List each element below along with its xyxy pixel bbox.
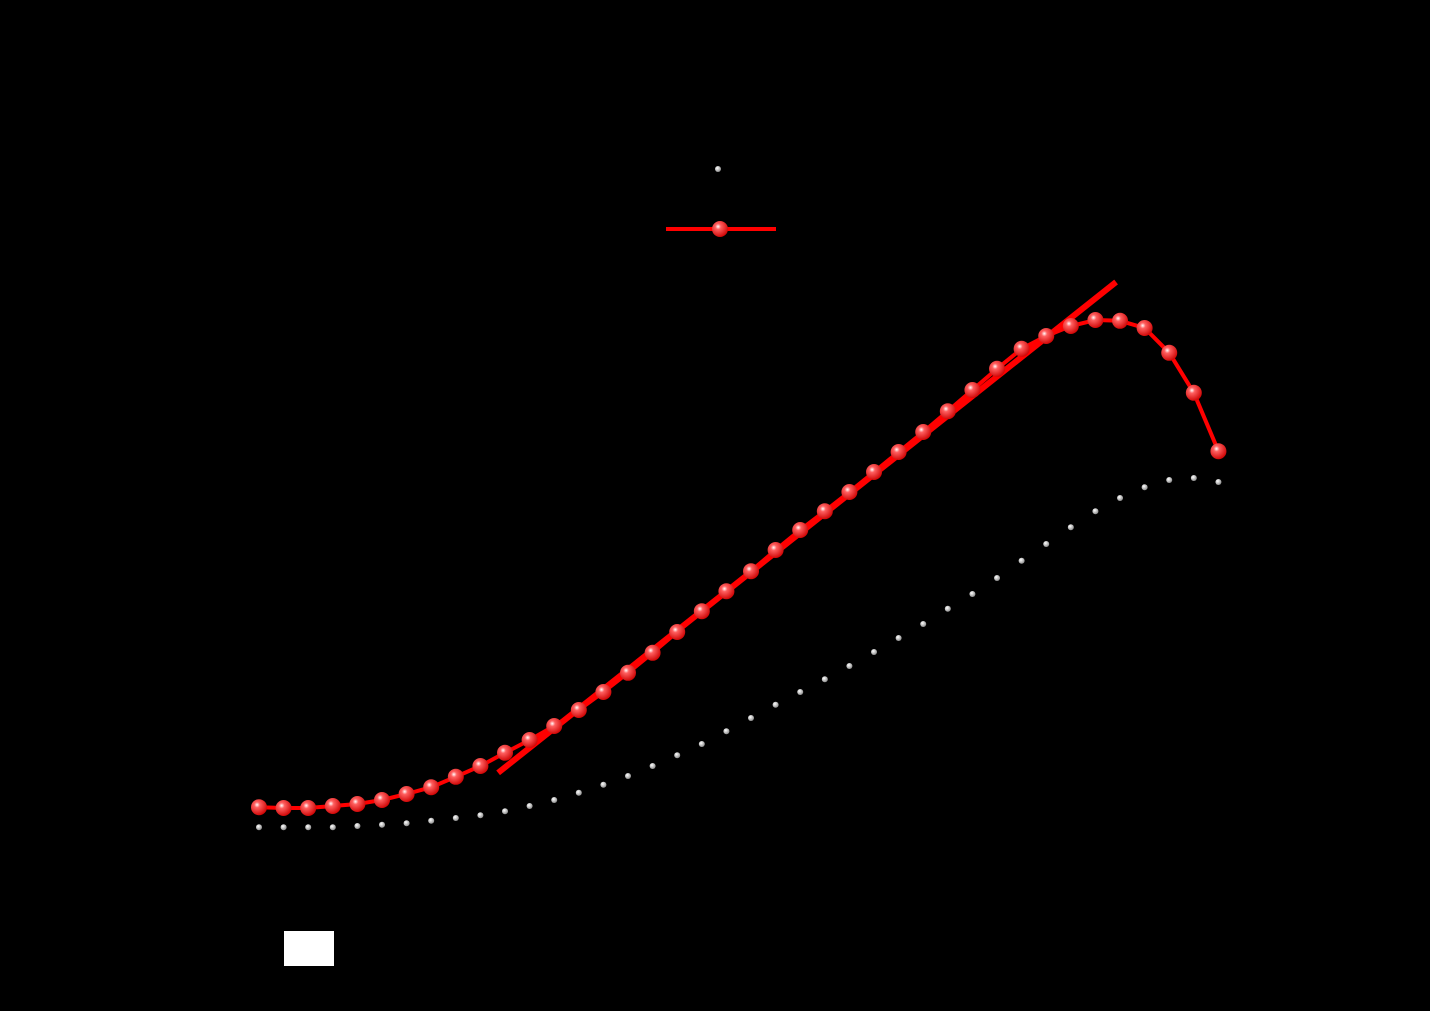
data-point xyxy=(521,732,538,748)
data-point xyxy=(428,817,435,824)
data-point xyxy=(693,603,710,620)
data-point xyxy=(1190,475,1197,481)
data-point xyxy=(280,824,287,831)
data-point xyxy=(669,624,686,640)
data-point xyxy=(915,424,932,440)
data-point xyxy=(1215,479,1222,485)
data-point xyxy=(743,563,760,580)
data-point xyxy=(1210,443,1227,460)
data-point xyxy=(403,820,410,827)
data-point xyxy=(497,744,514,761)
data-point xyxy=(472,758,489,774)
data-point xyxy=(546,718,563,734)
data-point xyxy=(526,803,533,809)
data-point xyxy=(423,779,440,796)
data-point xyxy=(349,796,366,812)
data-point xyxy=(718,583,735,600)
data-point xyxy=(625,773,632,779)
data-point xyxy=(595,684,612,700)
data-point xyxy=(300,800,317,816)
data-point xyxy=(748,715,755,721)
data-point xyxy=(502,808,509,815)
data-point xyxy=(600,781,607,788)
data-point xyxy=(1166,477,1173,483)
data-point xyxy=(575,789,582,796)
data-point xyxy=(969,591,976,597)
data-point xyxy=(1112,312,1129,329)
data-point xyxy=(275,800,292,816)
data-point xyxy=(821,676,828,683)
legend-swatch xyxy=(712,221,728,237)
series-line xyxy=(259,476,1219,829)
data-point xyxy=(1062,318,1079,334)
data-point xyxy=(674,752,681,759)
data-point xyxy=(570,702,587,718)
data-point xyxy=(1087,312,1104,328)
data-point xyxy=(374,792,391,808)
data-point xyxy=(305,824,312,831)
data-point xyxy=(989,360,1006,377)
data-point xyxy=(251,799,268,816)
data-point xyxy=(324,798,341,814)
data-point xyxy=(1038,328,1055,344)
data-point xyxy=(620,664,637,681)
data-point xyxy=(866,464,883,480)
data-point xyxy=(871,649,878,655)
data-point xyxy=(1141,484,1148,491)
legend-swatch xyxy=(715,166,721,172)
data-point xyxy=(1136,320,1153,336)
legend xyxy=(666,166,776,237)
data-point xyxy=(354,823,361,829)
data-point xyxy=(920,621,927,627)
data-point xyxy=(1092,508,1099,515)
data-point xyxy=(329,824,336,831)
data-point xyxy=(994,575,1001,581)
data-point xyxy=(723,728,730,735)
data-point xyxy=(944,605,951,612)
data-point xyxy=(256,824,263,831)
plot-area xyxy=(251,279,1227,831)
data-point xyxy=(1161,344,1178,361)
data-point xyxy=(1043,541,1050,547)
data-point xyxy=(895,635,902,641)
data-point xyxy=(1018,557,1025,564)
data-point xyxy=(772,701,779,708)
data-point xyxy=(846,663,853,669)
data-point xyxy=(816,503,833,520)
data-point xyxy=(792,522,809,538)
data-point xyxy=(398,786,415,802)
series-line xyxy=(258,317,1221,810)
data-point xyxy=(644,644,661,661)
data-point xyxy=(1185,384,1202,401)
data-point xyxy=(452,815,459,821)
data-point xyxy=(1013,340,1030,357)
data-point xyxy=(447,768,464,785)
data-point xyxy=(797,689,804,695)
data-point xyxy=(964,382,981,398)
data-point xyxy=(1067,524,1074,531)
annotation-box xyxy=(284,931,334,966)
data-point xyxy=(649,763,656,769)
data-point xyxy=(477,812,484,819)
data-point xyxy=(551,797,558,803)
data-point xyxy=(890,444,907,460)
data-point xyxy=(698,741,705,747)
data-point xyxy=(379,821,386,828)
data-point xyxy=(1117,495,1124,501)
data-point xyxy=(841,484,858,500)
data-point xyxy=(767,542,784,558)
data-point xyxy=(939,403,956,420)
